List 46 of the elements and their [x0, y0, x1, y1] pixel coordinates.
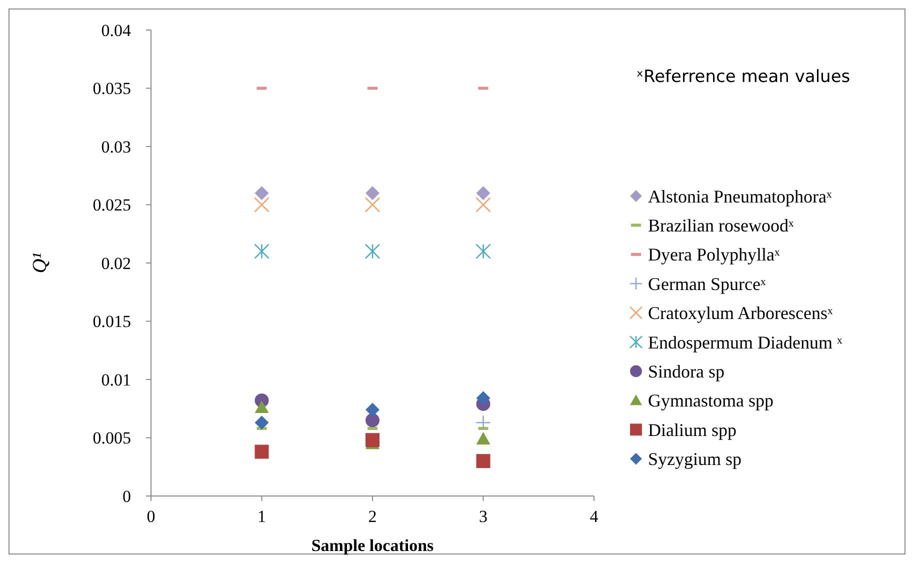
point — [364, 244, 380, 259]
x-tick-label: 4 — [590, 507, 599, 526]
legend-label: Endospermum Diadenum ˣ — [648, 332, 843, 352]
y-tick-label: 0.02 — [101, 254, 131, 273]
point — [254, 186, 269, 200]
legend-label: German Spurceˣ — [648, 274, 766, 294]
point — [476, 197, 491, 212]
y-tick-label: 0.015 — [92, 312, 131, 332]
point — [366, 413, 380, 428]
point — [254, 244, 270, 259]
legend-label: Cratoxylum Arborescensˣ — [648, 303, 834, 324]
text: ˣReferrence mean values — [636, 67, 850, 87]
y-tick-label: 0 — [122, 486, 131, 506]
legend-label: Dialium spp — [648, 420, 736, 440]
point — [476, 186, 490, 200]
point — [254, 444, 269, 459]
y-tick-label: 0.005 — [92, 428, 131, 448]
legend-label: Brazilian rosewoodˣ — [648, 216, 794, 236]
y-tick-label: 0.01 — [101, 370, 131, 390]
point — [366, 186, 380, 200]
point — [476, 432, 490, 445]
x-tick-label: 3 — [479, 507, 488, 526]
point — [476, 454, 490, 468]
legend-label: Syzygium sp — [648, 449, 742, 470]
point — [254, 416, 269, 430]
point — [366, 402, 380, 417]
x-tick-label: 0 — [146, 507, 156, 526]
point — [476, 391, 490, 406]
point — [254, 197, 270, 212]
legend-label: Alstonia Pneumatophoraˣ — [648, 186, 832, 206]
y-tick-label: 0.04 — [101, 20, 132, 40]
x-axis-title: Sample locations — [311, 536, 434, 555]
legend-label: Sindora sp — [648, 362, 724, 382]
point — [366, 433, 380, 448]
x-tick-label: 1 — [258, 507, 266, 526]
y-tick-label: 0.03 — [101, 137, 131, 156]
point — [476, 244, 491, 259]
legend-label: Gymnastoma spp — [648, 390, 774, 411]
point — [254, 400, 269, 414]
y-axis-title: Q¹ — [29, 252, 51, 274]
point — [476, 414, 491, 430]
legend-label: Dyera Polyphyllaˣ — [648, 244, 780, 265]
y-tick-label: 0.035 — [92, 79, 131, 98]
y-tick-label: 0.025 — [92, 196, 131, 215]
point — [364, 197, 380, 212]
x-tick-label: 2 — [368, 507, 377, 526]
